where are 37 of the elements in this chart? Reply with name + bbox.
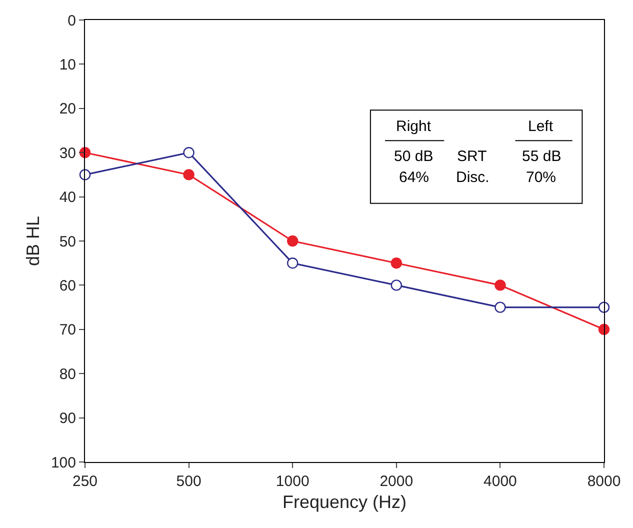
y-axis-title: dB HL xyxy=(23,216,44,266)
point xyxy=(79,169,91,180)
x-tick-label: 250 xyxy=(72,473,98,490)
y-tick-label: 90 xyxy=(59,410,76,428)
y-tick-label: 80 xyxy=(59,366,76,383)
y-tick-label: 20 xyxy=(59,100,76,118)
y-tick-label: 100 xyxy=(50,454,76,472)
x-tick-label: 8000 xyxy=(587,473,621,490)
y-tick-label: 60 xyxy=(59,277,76,294)
annotation: 64% xyxy=(399,169,430,186)
point xyxy=(390,280,402,291)
annotation: Left xyxy=(528,118,554,135)
x-tick-label: 2000 xyxy=(380,473,414,490)
point xyxy=(598,302,610,313)
point xyxy=(287,235,298,247)
x-tick-label: 4000 xyxy=(484,473,517,490)
y-tick-label: 30 xyxy=(59,144,76,162)
annotation: 55 dB xyxy=(522,148,562,165)
x-tick-label: 1000 xyxy=(276,473,310,490)
y-tick-label: 40 xyxy=(59,189,76,206)
annotation: Right xyxy=(396,118,432,135)
point xyxy=(494,302,506,313)
point xyxy=(183,147,194,158)
point xyxy=(183,169,194,180)
annotation: SRT xyxy=(457,148,487,165)
annotation: 70% xyxy=(526,169,556,186)
point xyxy=(494,280,506,291)
annotation: 50 dB xyxy=(394,148,434,165)
point xyxy=(390,258,402,269)
y-tick-label: 70 xyxy=(59,322,76,339)
y-tick-label: 10 xyxy=(59,56,76,74)
point xyxy=(287,258,298,269)
y-tick-label: 50 xyxy=(59,233,76,250)
x-tick-label: 500 xyxy=(176,473,202,490)
x-axis-title: Frequency (Hz) xyxy=(282,492,407,512)
y-tick-label: 0 xyxy=(68,12,76,30)
annotation: Disc. xyxy=(456,169,490,186)
